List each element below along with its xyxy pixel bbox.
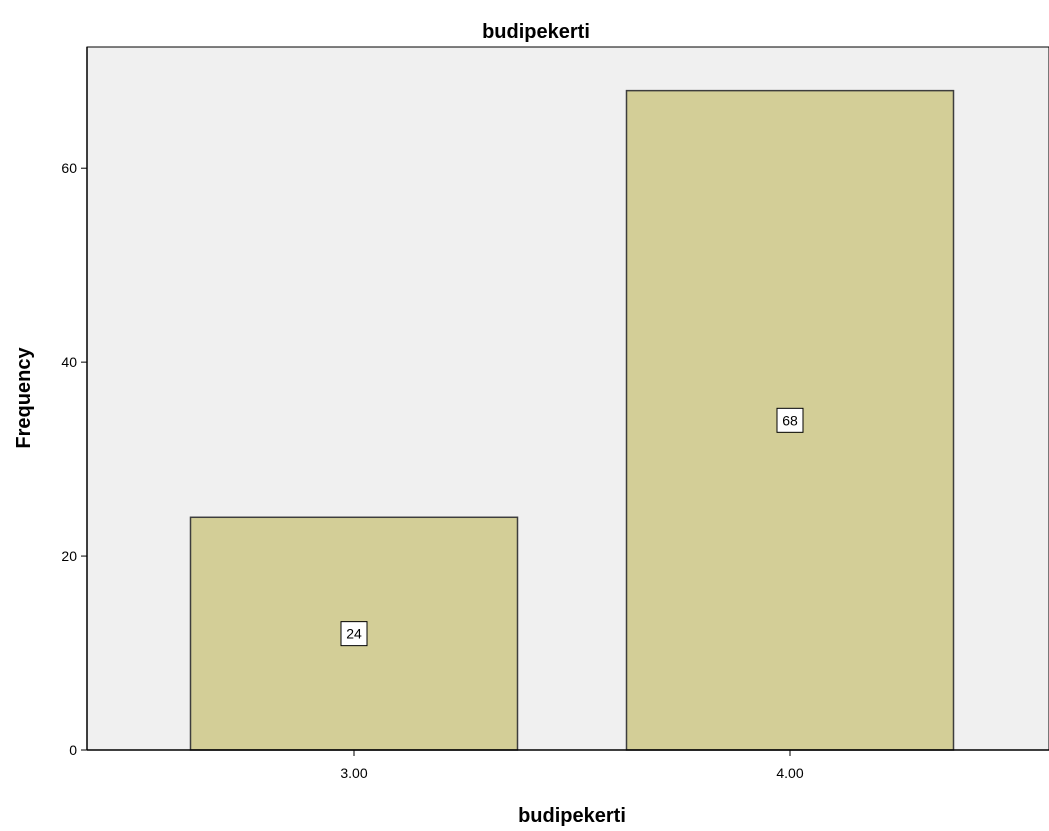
data-label-box [776, 407, 804, 433]
y-tick-label: 40 [61, 354, 77, 370]
x-tick-label: 3.00 [340, 765, 367, 781]
axes-group: 0 20 40 60 3.00 4.00 [61, 47, 1049, 781]
data-label: 68 [782, 412, 798, 428]
x-axis-label: budipekerti [518, 805, 626, 827]
y-tick-label: 20 [61, 548, 77, 564]
chart-title: budipekerti [482, 21, 590, 43]
data-label-box [340, 621, 368, 647]
y-axis-label: Frequency [13, 347, 35, 449]
y-tick-label: 0 [69, 742, 77, 758]
data-label: 24 [346, 626, 362, 642]
bars-group: 24 68 [189, 89, 955, 751]
x-tick-label: 4.00 [776, 765, 803, 781]
y-tick-label: 60 [61, 160, 77, 176]
